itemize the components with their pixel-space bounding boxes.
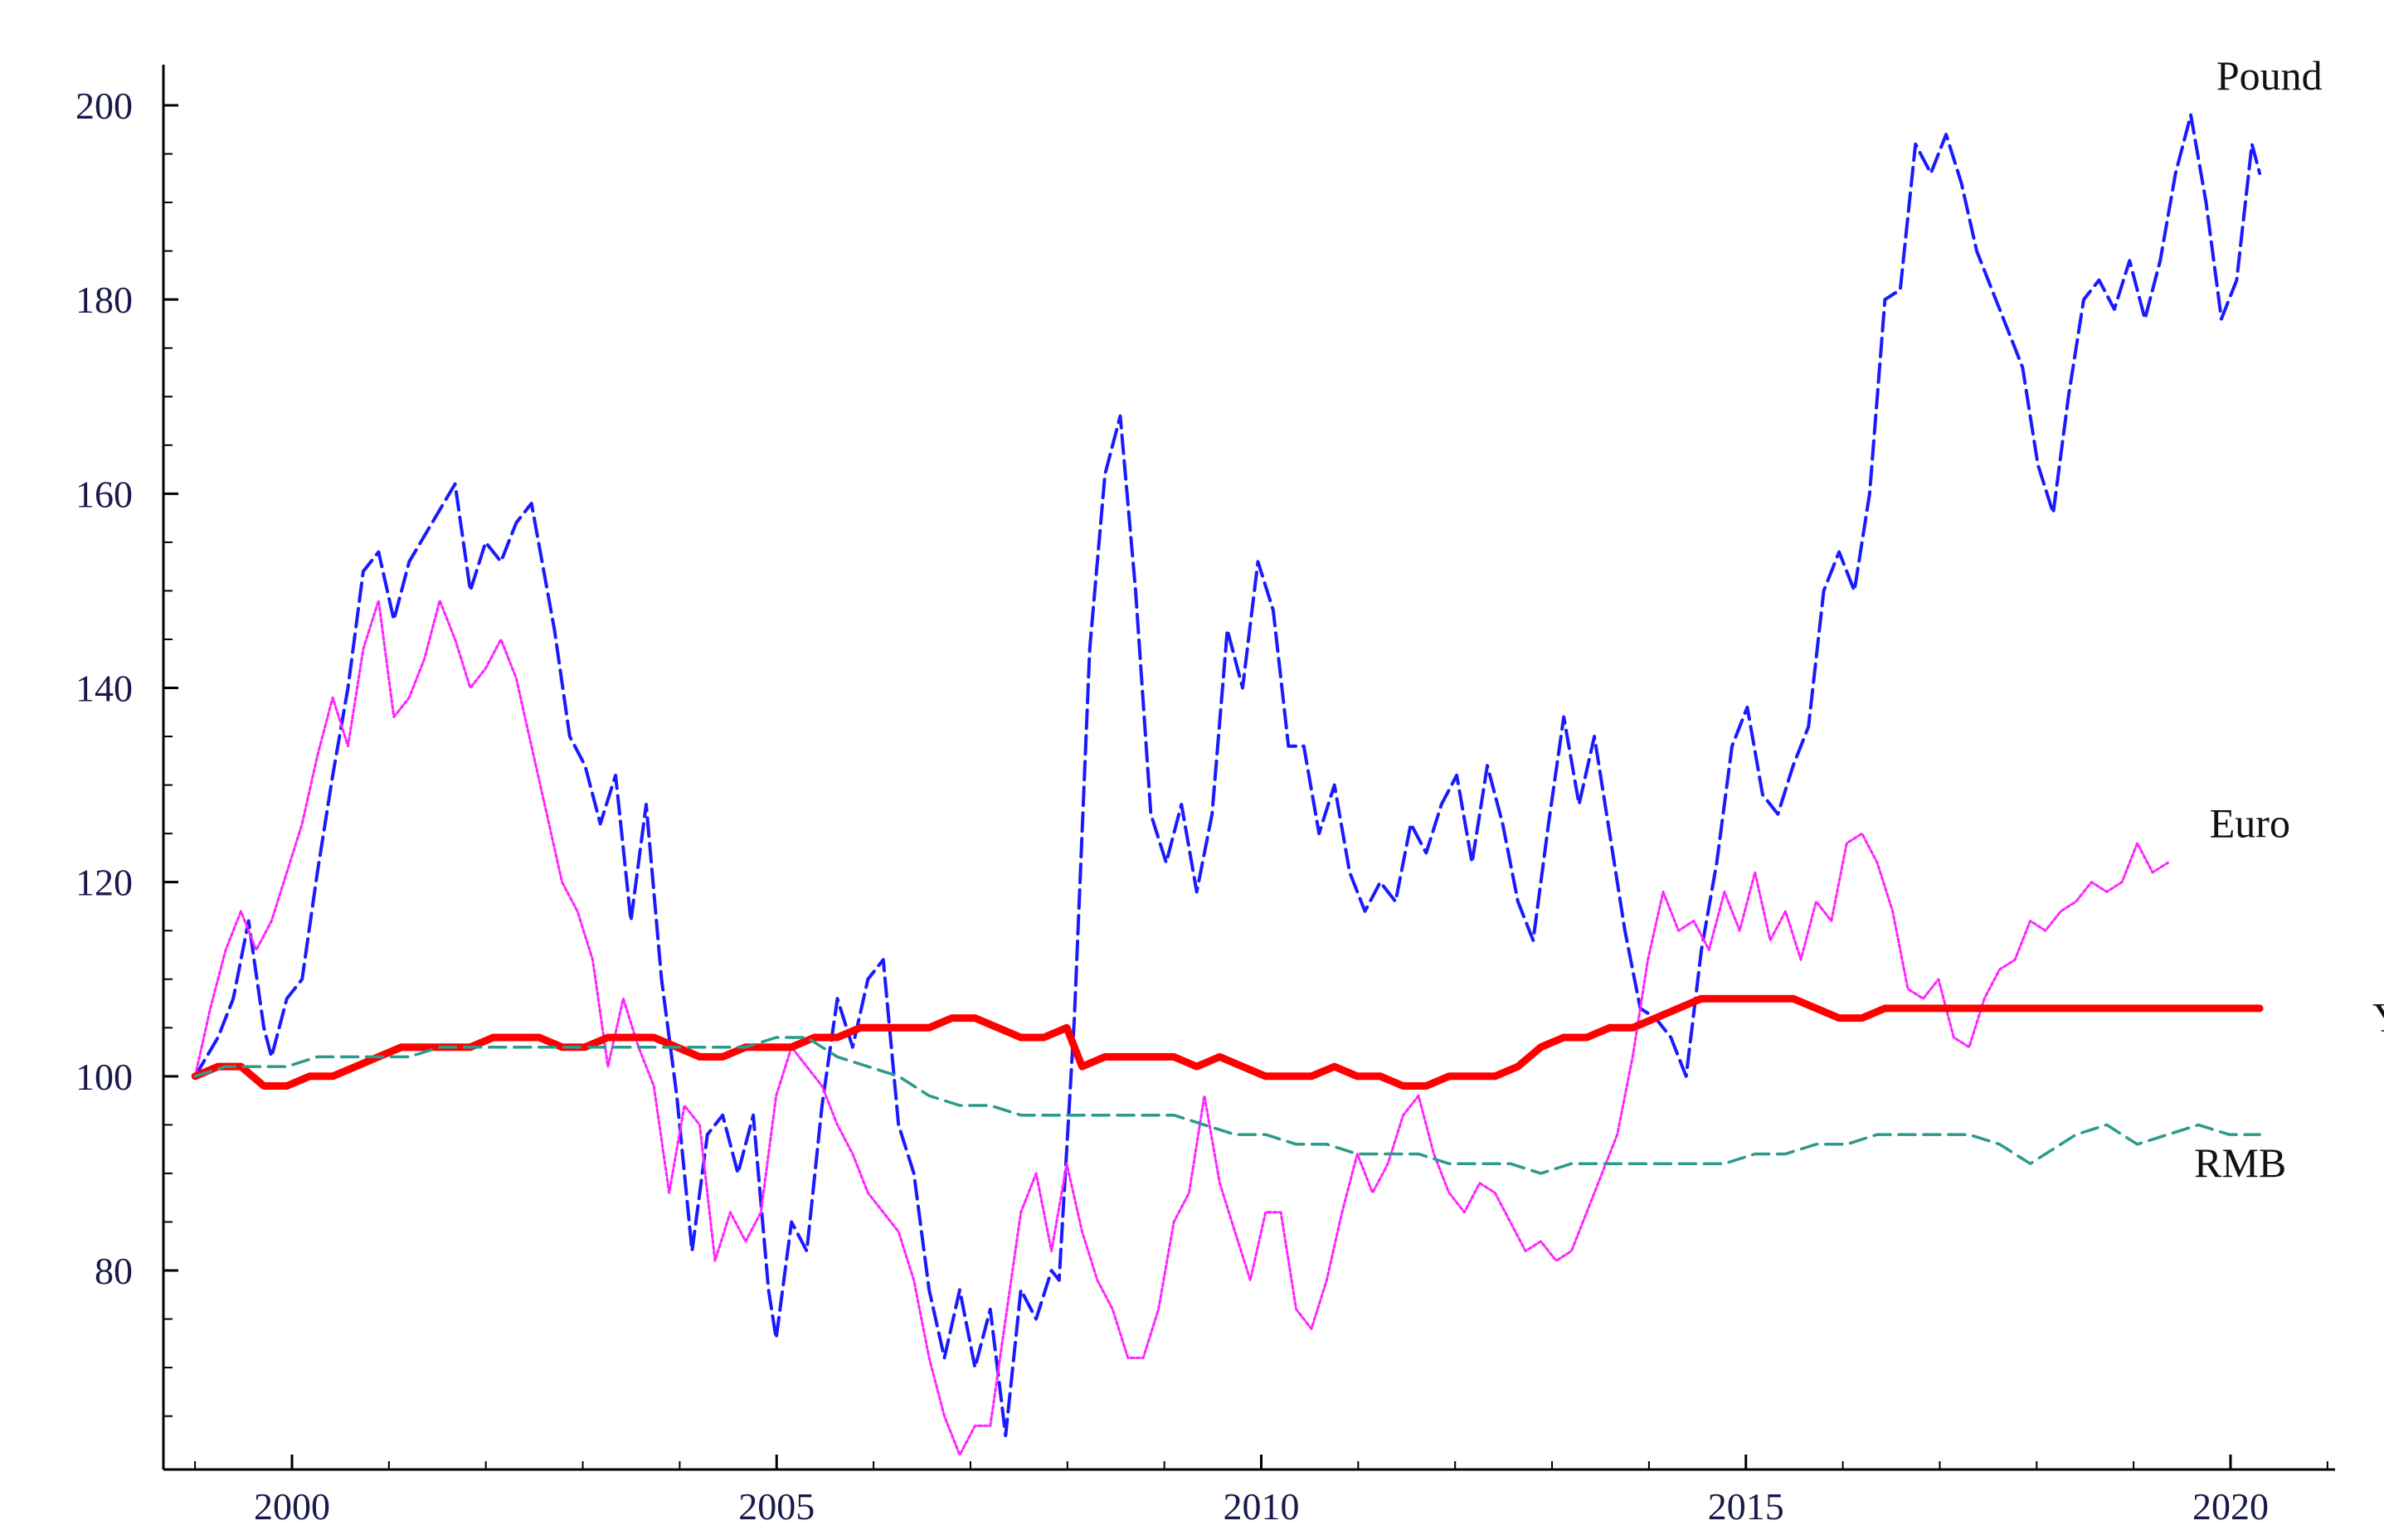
series-label-pound: Pound bbox=[2216, 52, 2323, 99]
y-tick-label-180: 180 bbox=[75, 279, 133, 321]
y-tick-label-120: 120 bbox=[75, 862, 133, 904]
series-line-euro bbox=[193, 599, 2169, 1456]
series-line-yen bbox=[191, 994, 2264, 1090]
y-tick-label-80: 80 bbox=[95, 1250, 133, 1292]
y-tick-label-140: 140 bbox=[75, 668, 133, 710]
y-tick-label-200: 200 bbox=[75, 85, 133, 127]
axes bbox=[162, 65, 2335, 1471]
x-tick-label-2020: 2020 bbox=[2192, 1485, 2269, 1528]
y-tick-label-160: 160 bbox=[75, 473, 133, 515]
series-labels: Pound Euro Yen RMB bbox=[2194, 52, 2384, 1186]
series-label-yen: Yen bbox=[2372, 994, 2384, 1041]
ticks: 80 100 120 140 160 180 200 2000 2005 2010 2015 2020 bbox=[75, 85, 2328, 1528]
x-tick-label-2000: 2000 bbox=[254, 1485, 330, 1528]
x-tick-label-2005: 2005 bbox=[738, 1485, 815, 1528]
series-lines bbox=[191, 113, 2264, 1456]
series-line-rmb bbox=[193, 1036, 2261, 1175]
y-tick-label-100: 100 bbox=[75, 1056, 133, 1098]
series-label-rmb: RMB bbox=[2194, 1139, 2286, 1186]
x-tick-label-2010: 2010 bbox=[1224, 1485, 1300, 1528]
series-line-pound bbox=[193, 113, 2262, 1437]
x-tick-label-2015: 2015 bbox=[1708, 1485, 1784, 1528]
series-label-euro: Euro bbox=[2210, 799, 2290, 846]
